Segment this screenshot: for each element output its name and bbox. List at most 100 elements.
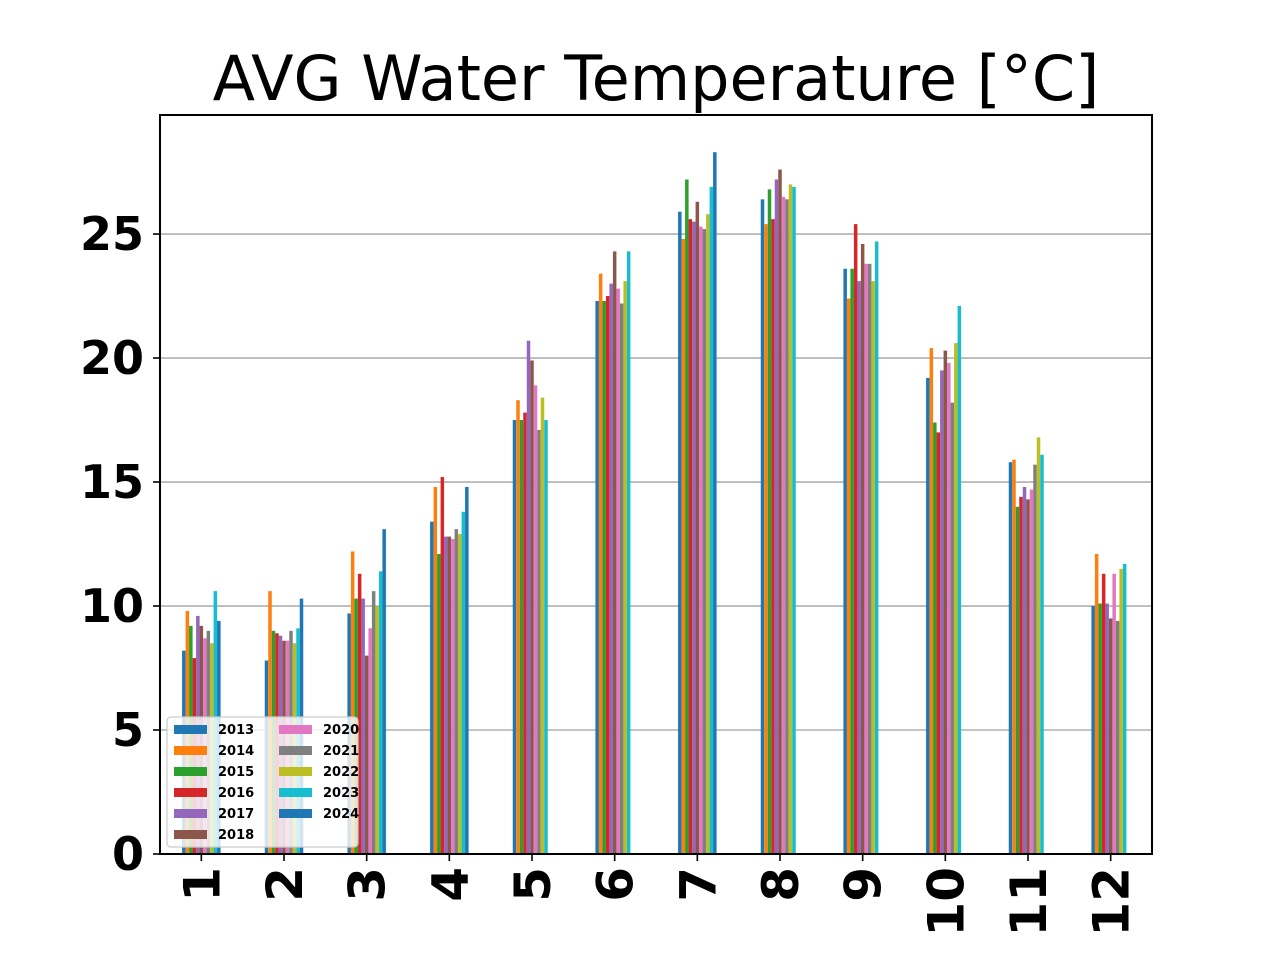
legend-label-2014: 2014 [218,744,254,759]
legend-label-2018: 2018 [218,828,254,843]
x-tick-label: 12 [1083,867,1141,937]
bar-2023-7 [709,186,714,854]
bar-2017-3 [361,598,365,854]
bar-2015-5 [519,420,524,854]
legend-label-2023: 2023 [323,786,359,801]
bar-2013-8 [760,199,765,854]
bar-2020-5 [533,385,538,854]
bar-2013-6 [595,300,599,854]
bar-2018-8 [778,169,782,854]
bar-2017-12 [1105,603,1109,854]
bar-2022-8 [788,184,793,854]
bar-2014-4 [433,486,438,854]
x-tick-label: 6 [587,867,645,902]
bar-2016-4 [440,477,445,854]
bar-2016-10 [936,432,941,854]
bar-2020-4 [451,539,455,854]
bar-2021-9 [867,263,872,854]
bar-2017-11 [1022,486,1027,854]
bar-2020-6 [616,288,620,855]
y-tick-label: 15 [80,455,144,509]
y-tick-label: 25 [80,207,144,261]
bar-2018-10 [943,350,948,854]
bar-2021-5 [537,429,541,854]
x-tick-label: 8 [752,867,810,902]
legend-swatch-2018 [174,830,207,839]
bar-2024-3 [382,529,386,854]
bar-2021-8 [785,199,789,854]
y-tick-label: 10 [80,579,144,633]
bar-2014-3 [350,551,355,854]
bar-2022-12 [1119,568,1123,854]
bar-2016-11 [1019,496,1023,854]
legend-swatch-2024 [279,809,312,818]
bar-2022-3 [375,606,379,854]
bar-2023-10 [957,305,962,854]
bar-2014-5 [516,400,520,854]
x-axis: 1 2 3 4 5 6 7 8 9 10 11 12 [173,854,1141,937]
bar-2018-6 [612,251,617,854]
bar-2017-5 [526,340,531,854]
plot-frame [159,114,1153,855]
x-tick-label: 3 [339,867,397,902]
bar-2016-5 [523,412,527,854]
bar-2018-3 [364,655,369,854]
bar-2014-11 [1012,459,1016,854]
bar-2020-3 [368,628,372,854]
legend-swatch-2020 [279,725,312,734]
bar-2013-4 [430,521,434,854]
x-tick-label: 11 [1000,867,1058,937]
bar-2022-11 [1036,437,1041,854]
bar-2024-7 [713,152,717,854]
bar-2021-11 [1033,464,1037,854]
bar-2020-8 [781,196,786,854]
bar-2013-11 [1008,462,1013,854]
bar-2022-10 [954,343,958,854]
bar-2021-4 [454,529,459,854]
bar-2015-8 [767,189,772,854]
bar-2016-12 [1101,573,1106,854]
bar-2023-12 [1122,563,1127,854]
bar-2015-6 [602,300,606,854]
bar-2023-11 [1040,454,1044,854]
bar-2014-6 [598,273,603,854]
bar-2021-12 [1115,620,1120,854]
bar-2018-5 [530,360,534,854]
x-tick-label: 2 [256,867,314,902]
bar-2021-3 [371,591,376,854]
bar-2017-8 [774,179,779,855]
y-axis: 0 5 10 15 20 25 [80,207,160,881]
legend-label-2024: 2024 [323,807,359,822]
bar-2017-4 [444,536,448,854]
bar-2015-9 [850,268,854,854]
bar-2017-7 [692,221,696,855]
legend-swatch-2022 [279,767,312,776]
bar-2018-12 [1108,618,1113,854]
bar-2018-11 [1026,499,1030,854]
x-tick-label: 4 [421,867,479,902]
bar-2015-4 [437,553,441,854]
bar-2018-9 [860,243,865,855]
bar-2018-4 [447,536,452,854]
bar-2022-6 [623,281,627,854]
legend-label-2016: 2016 [218,786,254,801]
legend: 2013 2014 2015 2016 2017 2018 2020 2021 2022 2023… [166,716,359,848]
legend-swatch-2014 [174,746,207,755]
chart-title: AVG Water Temperature [°C] [213,42,1100,115]
bar-2023-6 [626,251,631,854]
legend-swatch-2017 [174,809,207,818]
bar-2016-9 [853,224,858,855]
x-tick-label: 5 [504,867,562,902]
bar-2016-3 [357,573,362,854]
bar-2024-4 [465,486,469,854]
bar-2021-10 [950,402,955,854]
bar-2022-5 [540,397,545,854]
x-tick-label: 9 [835,867,893,902]
y-tick-label: 0 [112,827,144,881]
bar-2014-9 [846,298,851,854]
legend-swatch-2016 [174,788,207,797]
bar-2020-9 [864,263,868,854]
bar-2021-6 [619,303,624,854]
bar-2015-12 [1098,603,1102,854]
